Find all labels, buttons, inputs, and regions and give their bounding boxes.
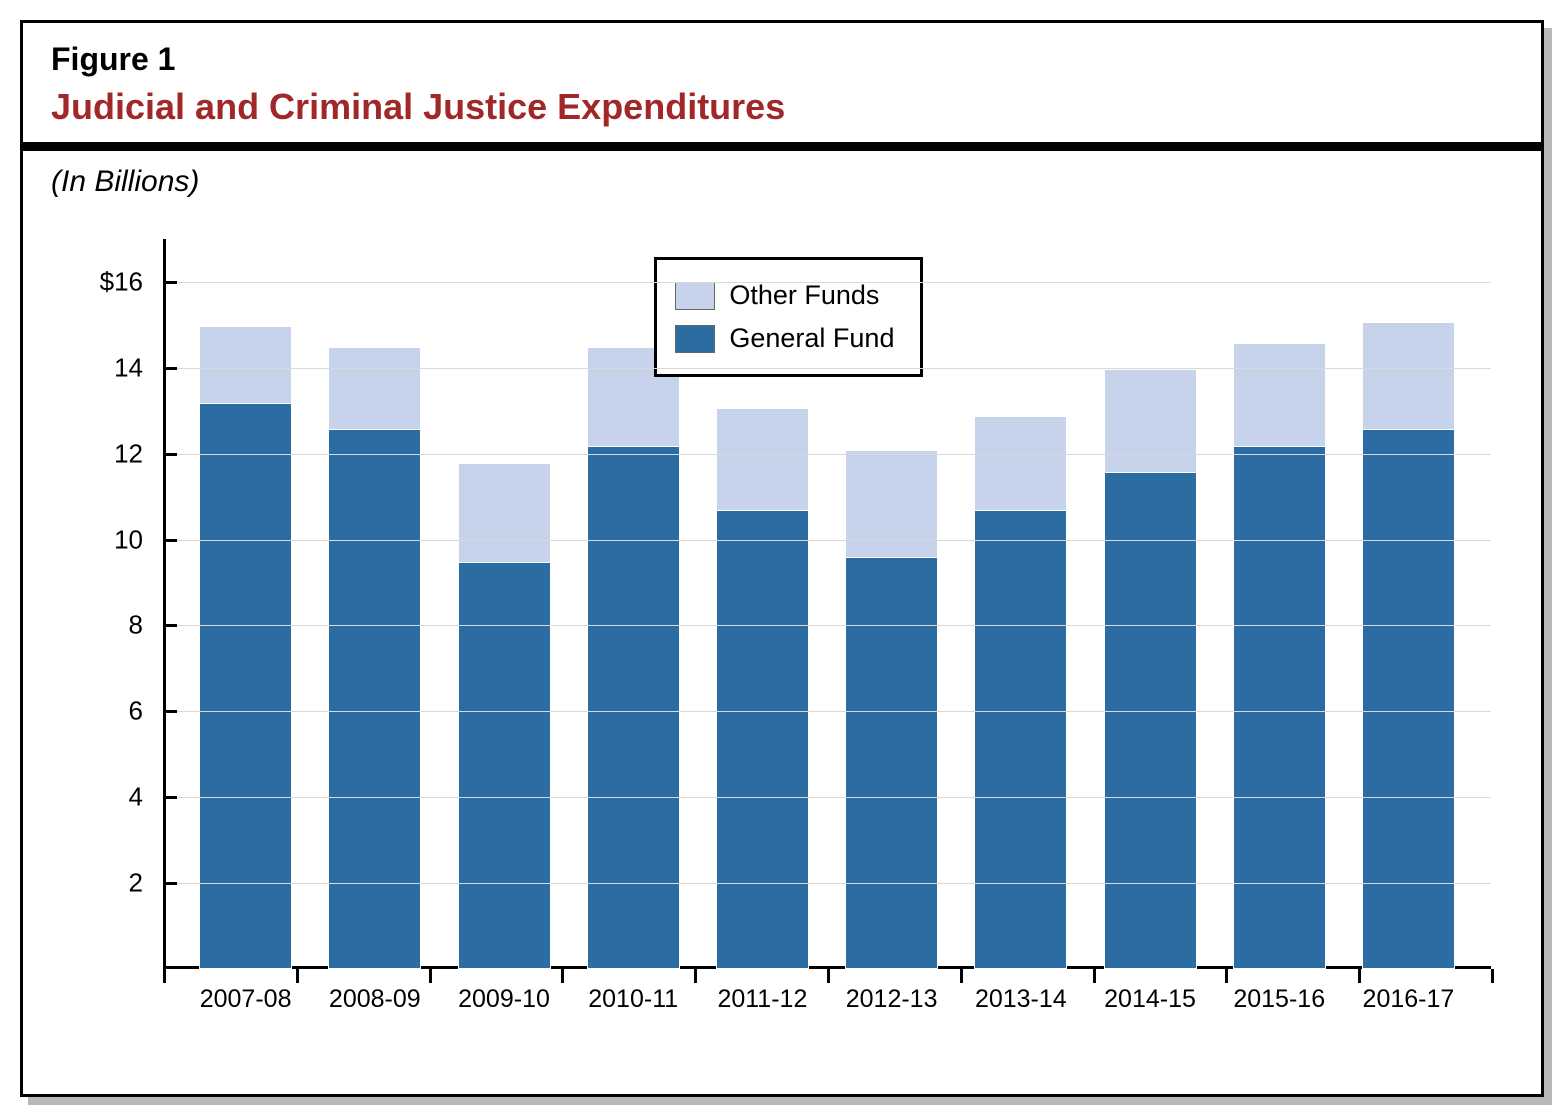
grid-line: [163, 282, 1491, 283]
bar-segment: [329, 429, 420, 968]
x-tick: [694, 969, 697, 983]
bar-segment: [1363, 429, 1454, 968]
y-tick: [163, 367, 177, 370]
legend-label: General Fund: [729, 323, 894, 354]
x-tick: [1225, 969, 1228, 983]
bar-segment: [459, 463, 550, 561]
bar-slot: 2015-16: [1215, 239, 1344, 969]
y-tick: [163, 539, 177, 542]
bar-stack: [199, 325, 292, 969]
bar-segment: [975, 416, 1066, 510]
x-tick: [163, 969, 166, 983]
plot-region: 2007-082008-092009-102010-112011-122012-…: [163, 239, 1491, 969]
y-axis-label: 6: [129, 696, 143, 727]
legend-label: Other Funds: [729, 280, 879, 311]
y-tick: [163, 624, 177, 627]
x-tick: [561, 969, 564, 983]
grid-line: [163, 797, 1491, 798]
x-axis-label: 2015-16: [1233, 985, 1325, 1014]
chart-area: 2007-082008-092009-102010-112011-122012-…: [103, 209, 1501, 1029]
bar-stack: [587, 346, 680, 969]
y-axis-label: 8: [129, 610, 143, 641]
x-tick: [296, 969, 299, 983]
x-axis-label: 2014-15: [1104, 985, 1196, 1014]
bar-segment: [588, 446, 679, 968]
x-axis-label: 2011-12: [717, 985, 807, 1014]
grid-line: [163, 883, 1491, 884]
figure-frame: Figure 1 Judicial and Criminal Justice E…: [20, 20, 1544, 1097]
bar-segment: [1363, 322, 1454, 429]
figure-header: Figure 1 Judicial and Criminal Justice E…: [23, 23, 1541, 151]
legend: Other Funds General Fund: [654, 257, 923, 377]
figure-container: Figure 1 Judicial and Criminal Justice E…: [20, 20, 1544, 1097]
figure-number: Figure 1: [51, 41, 1513, 78]
y-tick: [163, 453, 177, 456]
y-axis-label: 14: [114, 352, 143, 383]
y-tick: [163, 710, 177, 713]
bar-stack: [716, 406, 809, 969]
figure-subtitle: (In Billions): [23, 151, 1541, 199]
y-tick: [163, 281, 177, 284]
bar-segment: [846, 557, 937, 968]
x-tick: [827, 969, 830, 983]
bar-segment: [1234, 446, 1325, 968]
grid-line: [163, 711, 1491, 712]
bar-slot: 2014-15: [1085, 239, 1214, 969]
bar-stack: [1362, 321, 1455, 969]
legend-swatch: [675, 282, 715, 310]
bar-segment: [459, 562, 550, 968]
x-tick: [429, 969, 432, 983]
bar-slot: 2007-08: [181, 239, 310, 969]
bar-stack: [328, 346, 421, 969]
x-tick: [1358, 969, 1361, 983]
bar-stack: [458, 462, 551, 969]
y-axis-label: $16: [100, 266, 143, 297]
y-axis-label: 12: [114, 438, 143, 469]
x-tick: [1491, 969, 1494, 983]
x-axis-label: 2009-10: [458, 985, 550, 1014]
y-axis-label: 10: [114, 524, 143, 555]
x-axis-label: 2010-11: [588, 985, 678, 1014]
bar-stack: [1233, 342, 1326, 969]
bar-stack: [845, 449, 938, 969]
legend-item: Other Funds: [675, 274, 894, 317]
grid-line: [163, 368, 1491, 369]
x-tick: [960, 969, 963, 983]
bar-segment: [329, 347, 420, 428]
legend-item: General Fund: [675, 317, 894, 360]
bar-slot: 2016-17: [1344, 239, 1473, 969]
figure-title: Judicial and Criminal Justice Expenditur…: [51, 86, 1513, 128]
bar-segment: [1234, 343, 1325, 446]
bar-segment: [1105, 472, 1196, 968]
bar-stack: [974, 415, 1067, 969]
x-axis-label: 2008-09: [329, 985, 421, 1014]
y-axis-label: 4: [129, 782, 143, 813]
x-tick: [1093, 969, 1096, 983]
bar-slot: 2013-14: [956, 239, 1085, 969]
bar-segment: [1105, 369, 1196, 472]
bar-slot: 2009-10: [439, 239, 568, 969]
y-tick: [163, 796, 177, 799]
y-axis-label: 2: [129, 868, 143, 899]
bar-segment: [846, 450, 937, 557]
x-axis-label: 2016-17: [1363, 985, 1455, 1014]
x-axis-label: 2013-14: [975, 985, 1067, 1014]
bar-segment: [200, 326, 291, 403]
bar-segment: [717, 510, 808, 968]
y-tick: [163, 882, 177, 885]
bar-segment: [975, 510, 1066, 968]
grid-line: [163, 625, 1491, 626]
bar-segment: [717, 408, 808, 511]
grid-line: [163, 540, 1491, 541]
grid-line: [163, 454, 1491, 455]
x-axis-label: 2007-08: [200, 985, 292, 1014]
bar-slot: 2008-09: [310, 239, 439, 969]
bar-stack: [1104, 368, 1197, 969]
x-axis-label: 2012-13: [846, 985, 938, 1014]
legend-swatch: [675, 325, 715, 353]
